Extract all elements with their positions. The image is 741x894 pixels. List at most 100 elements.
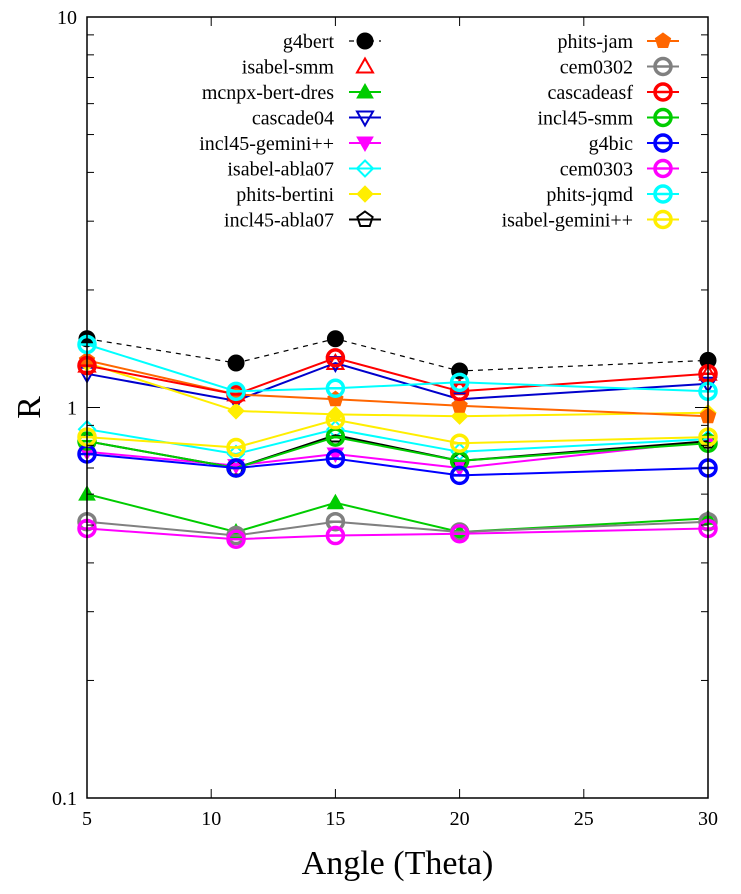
legend-marker: [653, 107, 673, 128]
y-axis-title: R: [11, 396, 48, 419]
marker-ring: [449, 524, 470, 544]
legend-label: phits-jqmd: [546, 184, 633, 206]
ticks-layer: 5 10 15 20 25 30 0.1 1 10: [52, 7, 718, 830]
marker-ring: [226, 458, 246, 478]
marker-ring: [653, 184, 673, 204]
legend-item: cascade04: [252, 108, 381, 130]
legend-item: g4bic: [589, 133, 679, 155]
marker-ring: [325, 448, 346, 469]
marker-ring: [449, 465, 470, 486]
series-layer: [77, 330, 718, 549]
data-point: [449, 372, 470, 393]
x-tick-label: 5: [82, 808, 92, 830]
legend-marker: [356, 185, 374, 203]
marker-ring: [653, 82, 673, 102]
legend-marker: [654, 32, 672, 48]
x-tick-label: 25: [574, 808, 594, 830]
marker-ring: [226, 437, 246, 458]
series-isabel-abla07: [77, 419, 718, 464]
legend-item: incl45-gemini++: [199, 133, 381, 155]
legend-label: incl45-gemini++: [199, 133, 334, 155]
legend-item: mcnpx-bert-dres: [202, 82, 381, 104]
legend-marker: [356, 210, 374, 227]
legend-label: incl45-smm: [537, 108, 633, 130]
legend-item: isabel-abla07: [227, 159, 381, 181]
legend-label: phits-jam: [557, 31, 633, 53]
legend-item: isabel-smm: [242, 56, 375, 79]
marker-ring: [325, 410, 346, 430]
legend-marker: [653, 82, 673, 102]
marker-ring: [325, 348, 346, 368]
legend-item: isabel-gemini++: [502, 210, 679, 232]
legend-marker: [355, 110, 375, 128]
x-tick-label: 15: [325, 808, 345, 830]
legend: g4bert isabel-smm mcnpx-bert-dres cascade04…: [199, 31, 679, 232]
legend-label: isabel-smm: [242, 57, 335, 79]
legend-label: g4bic: [589, 133, 634, 155]
data-point: [226, 529, 246, 549]
data-point: [449, 465, 470, 486]
data-point: [326, 493, 345, 510]
data-point: [451, 397, 468, 413]
data-point: [325, 427, 346, 447]
legend-label: g4bert: [283, 31, 335, 53]
legend-item: phits-jqmd: [546, 184, 679, 206]
marker-ring: [449, 372, 470, 393]
legend-item: phits-jam: [557, 31, 679, 53]
data-point: [325, 448, 346, 469]
legend-marker: [356, 32, 374, 50]
data-point: [325, 511, 346, 532]
x-tick-label: 20: [450, 808, 470, 830]
legend-label: cem0303: [560, 159, 633, 181]
legend-item: cem0303: [560, 159, 679, 181]
legend-marker: [653, 56, 673, 77]
legend-marker: [653, 184, 673, 204]
legend-marker: [356, 82, 374, 99]
legend-marker: [355, 159, 375, 178]
marker-ring: [653, 209, 673, 230]
data-point: [326, 330, 344, 348]
series-line: [86, 338, 709, 372]
legend-item: g4bert: [283, 31, 381, 53]
legend-item: incl45-abla07: [224, 210, 381, 232]
legend-label: cascadeasf: [548, 82, 634, 104]
marker-ring: [226, 381, 246, 402]
marker-ring: [226, 529, 246, 549]
legend-label: isabel-abla07: [227, 159, 334, 181]
legend-marker: [653, 158, 673, 179]
data-point: [325, 410, 346, 430]
legend-label: mcnpx-bert-dres: [202, 82, 334, 104]
legend-label: cem0302: [560, 57, 633, 79]
data-point: [226, 437, 246, 458]
series-isabel-smm: [77, 352, 718, 402]
legend-marker: [653, 133, 673, 153]
legend-label: phits-bertini: [236, 184, 334, 206]
marker-ring: [653, 56, 673, 77]
legend-marker: [355, 56, 375, 74]
marker-ring: [325, 511, 346, 532]
legend-item: cascadeasf: [548, 82, 679, 104]
legend-marker: [653, 209, 673, 230]
y-tick-label: 1: [67, 398, 77, 420]
legend-label: incl45-abla07: [224, 210, 334, 232]
x-tick-label: 10: [201, 808, 221, 830]
marker-ring: [653, 107, 673, 128]
y-tick-label: 10: [57, 7, 77, 29]
data-point: [227, 402, 245, 420]
marker-ring: [653, 133, 673, 153]
data-point: [325, 348, 346, 368]
data-point: [449, 433, 470, 453]
marker-ring: [325, 525, 346, 546]
legend-marker: [356, 136, 374, 153]
legend-label: isabel-gemini++: [502, 210, 633, 232]
series-line: [86, 361, 709, 402]
data-point: [449, 524, 470, 544]
x-tick-label: 30: [698, 808, 718, 830]
legend-label: cascade04: [252, 108, 334, 130]
data-point: [227, 354, 245, 372]
data-point: [226, 458, 246, 478]
series-incl45-smm: [77, 427, 718, 478]
marker-ring: [653, 158, 673, 179]
data-point: [226, 381, 246, 402]
